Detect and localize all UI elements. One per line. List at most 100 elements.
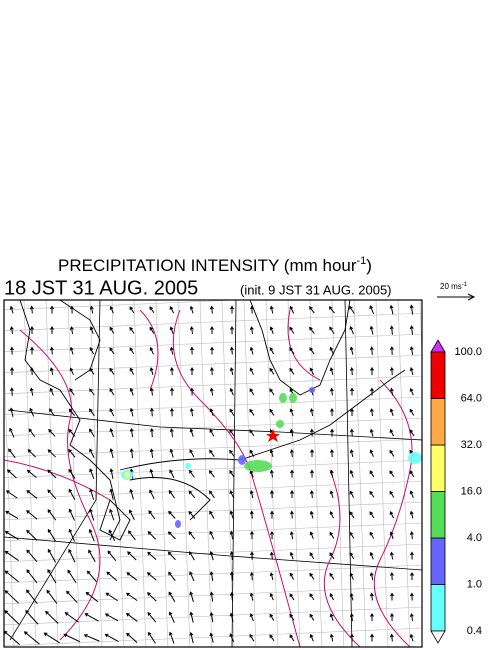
grid-line: [111, 300, 125, 647]
wind-arrow: [26, 510, 38, 520]
wind-arrow: [389, 449, 395, 457]
wind-arrow: [47, 469, 57, 479]
wind-arrow: [289, 593, 295, 601]
wind-arrow: [47, 548, 57, 563]
wind-arrow: [309, 613, 315, 621]
wind-arrow: [289, 449, 294, 458]
grid-line: [4, 396, 422, 416]
wind-arrow: [269, 305, 274, 314]
wind-arrow: [129, 306, 135, 314]
wind-arrow: [29, 387, 34, 396]
wind-arrow: [148, 631, 156, 644]
wind-arrow: [269, 592, 274, 601]
grid-line: [89, 300, 103, 647]
wind-arrow: [189, 407, 194, 417]
wind-arrow: [329, 326, 335, 335]
contour: [172, 309, 301, 647]
wind-arrow: [229, 571, 234, 581]
wind-arrow: [230, 305, 234, 314]
init-time: (init. 9 JST 31 AUG. 2005): [240, 282, 392, 297]
wind-arrow: [409, 367, 414, 376]
wind-arrow: [290, 490, 294, 499]
wind-arrow: [30, 326, 34, 335]
wind-arrow: [47, 509, 57, 521]
wind-arrow: [69, 326, 74, 335]
wind-arrow: [389, 408, 394, 416]
title-close: ): [366, 256, 372, 275]
wind-arrow: [370, 613, 374, 622]
wind-arrow: [26, 529, 38, 541]
wind-arrow: [107, 550, 117, 562]
wind-arrow: [4, 550, 19, 561]
wind-arrow: [26, 589, 38, 605]
wind-arrow: [64, 612, 79, 623]
wind-arrow: [409, 490, 414, 498]
wind-arrow: [129, 488, 134, 500]
wind-arrow: [289, 572, 295, 580]
grid-line: [4, 417, 422, 437]
contour: [373, 379, 413, 647]
wind-arrow: [269, 531, 274, 540]
wind-arrow: [66, 590, 78, 604]
wind-arrow: [49, 408, 55, 417]
wind-arrow: [109, 428, 114, 438]
wind-arrow: [409, 510, 414, 519]
graticule: [231, 300, 237, 647]
grid-line: [4, 480, 422, 500]
wind-arrow: [269, 490, 274, 499]
wind-arrow: [269, 347, 275, 355]
wind-arrow: [89, 305, 94, 314]
wind-arrow: [189, 631, 194, 644]
wind-arrow: [209, 632, 214, 643]
precip-area: [279, 393, 287, 403]
wind-arrow: [89, 428, 95, 438]
wind-arrow: [249, 592, 254, 601]
wind-arrow: [4, 630, 20, 646]
wind-arrow: [89, 326, 94, 334]
wind-arrow: [189, 449, 195, 458]
wind-arrow: [409, 408, 415, 416]
wind-arrow: [289, 326, 295, 334]
wind-arrow: [229, 591, 234, 602]
wind-arrow: [389, 429, 395, 437]
grid-line: [375, 300, 389, 647]
wind-arrow: [89, 448, 95, 459]
wind-arrow: [68, 488, 76, 500]
wind-arrow: [169, 469, 175, 479]
wind-arrow: [369, 305, 375, 315]
wind-arrow: [69, 367, 74, 375]
grid-line: [4, 375, 422, 395]
wind-arrow: [289, 408, 294, 416]
wind-arrow: [189, 305, 194, 314]
colorbar-box: [430, 584, 446, 632]
wind-arrow: [89, 408, 95, 417]
wind-arrow: [69, 305, 74, 314]
wind-arrow: [369, 572, 374, 581]
wind-arrow: [249, 408, 255, 416]
colorbar-label: 32.0: [461, 439, 482, 451]
wind-arrow: [249, 367, 254, 375]
wind-arrow: [390, 613, 394, 622]
wind-arrow: [209, 428, 215, 437]
wind-arrow: [229, 612, 234, 622]
wind-arrow: [369, 387, 374, 396]
wind-arrow: [189, 346, 194, 355]
wind-arrow: [309, 408, 314, 417]
wind-arrow: [148, 510, 156, 520]
wind-arrow: [289, 510, 294, 519]
wind-arrow: [409, 346, 414, 355]
wind-arrow: [149, 326, 155, 334]
wind-arrow: [47, 489, 57, 500]
wind-arrow: [169, 387, 174, 396]
wind-arrow: [28, 428, 36, 438]
wind-arrow: [350, 408, 354, 417]
wind-arrow: [229, 530, 234, 540]
wind-arrow: [349, 592, 354, 601]
wind-arrow: [26, 469, 37, 479]
wind-arrow: [109, 408, 115, 417]
wind-arrow: [409, 304, 414, 315]
wind-arrow: [128, 530, 136, 541]
wind-arrow: [249, 326, 254, 335]
grid-line: [309, 300, 323, 647]
